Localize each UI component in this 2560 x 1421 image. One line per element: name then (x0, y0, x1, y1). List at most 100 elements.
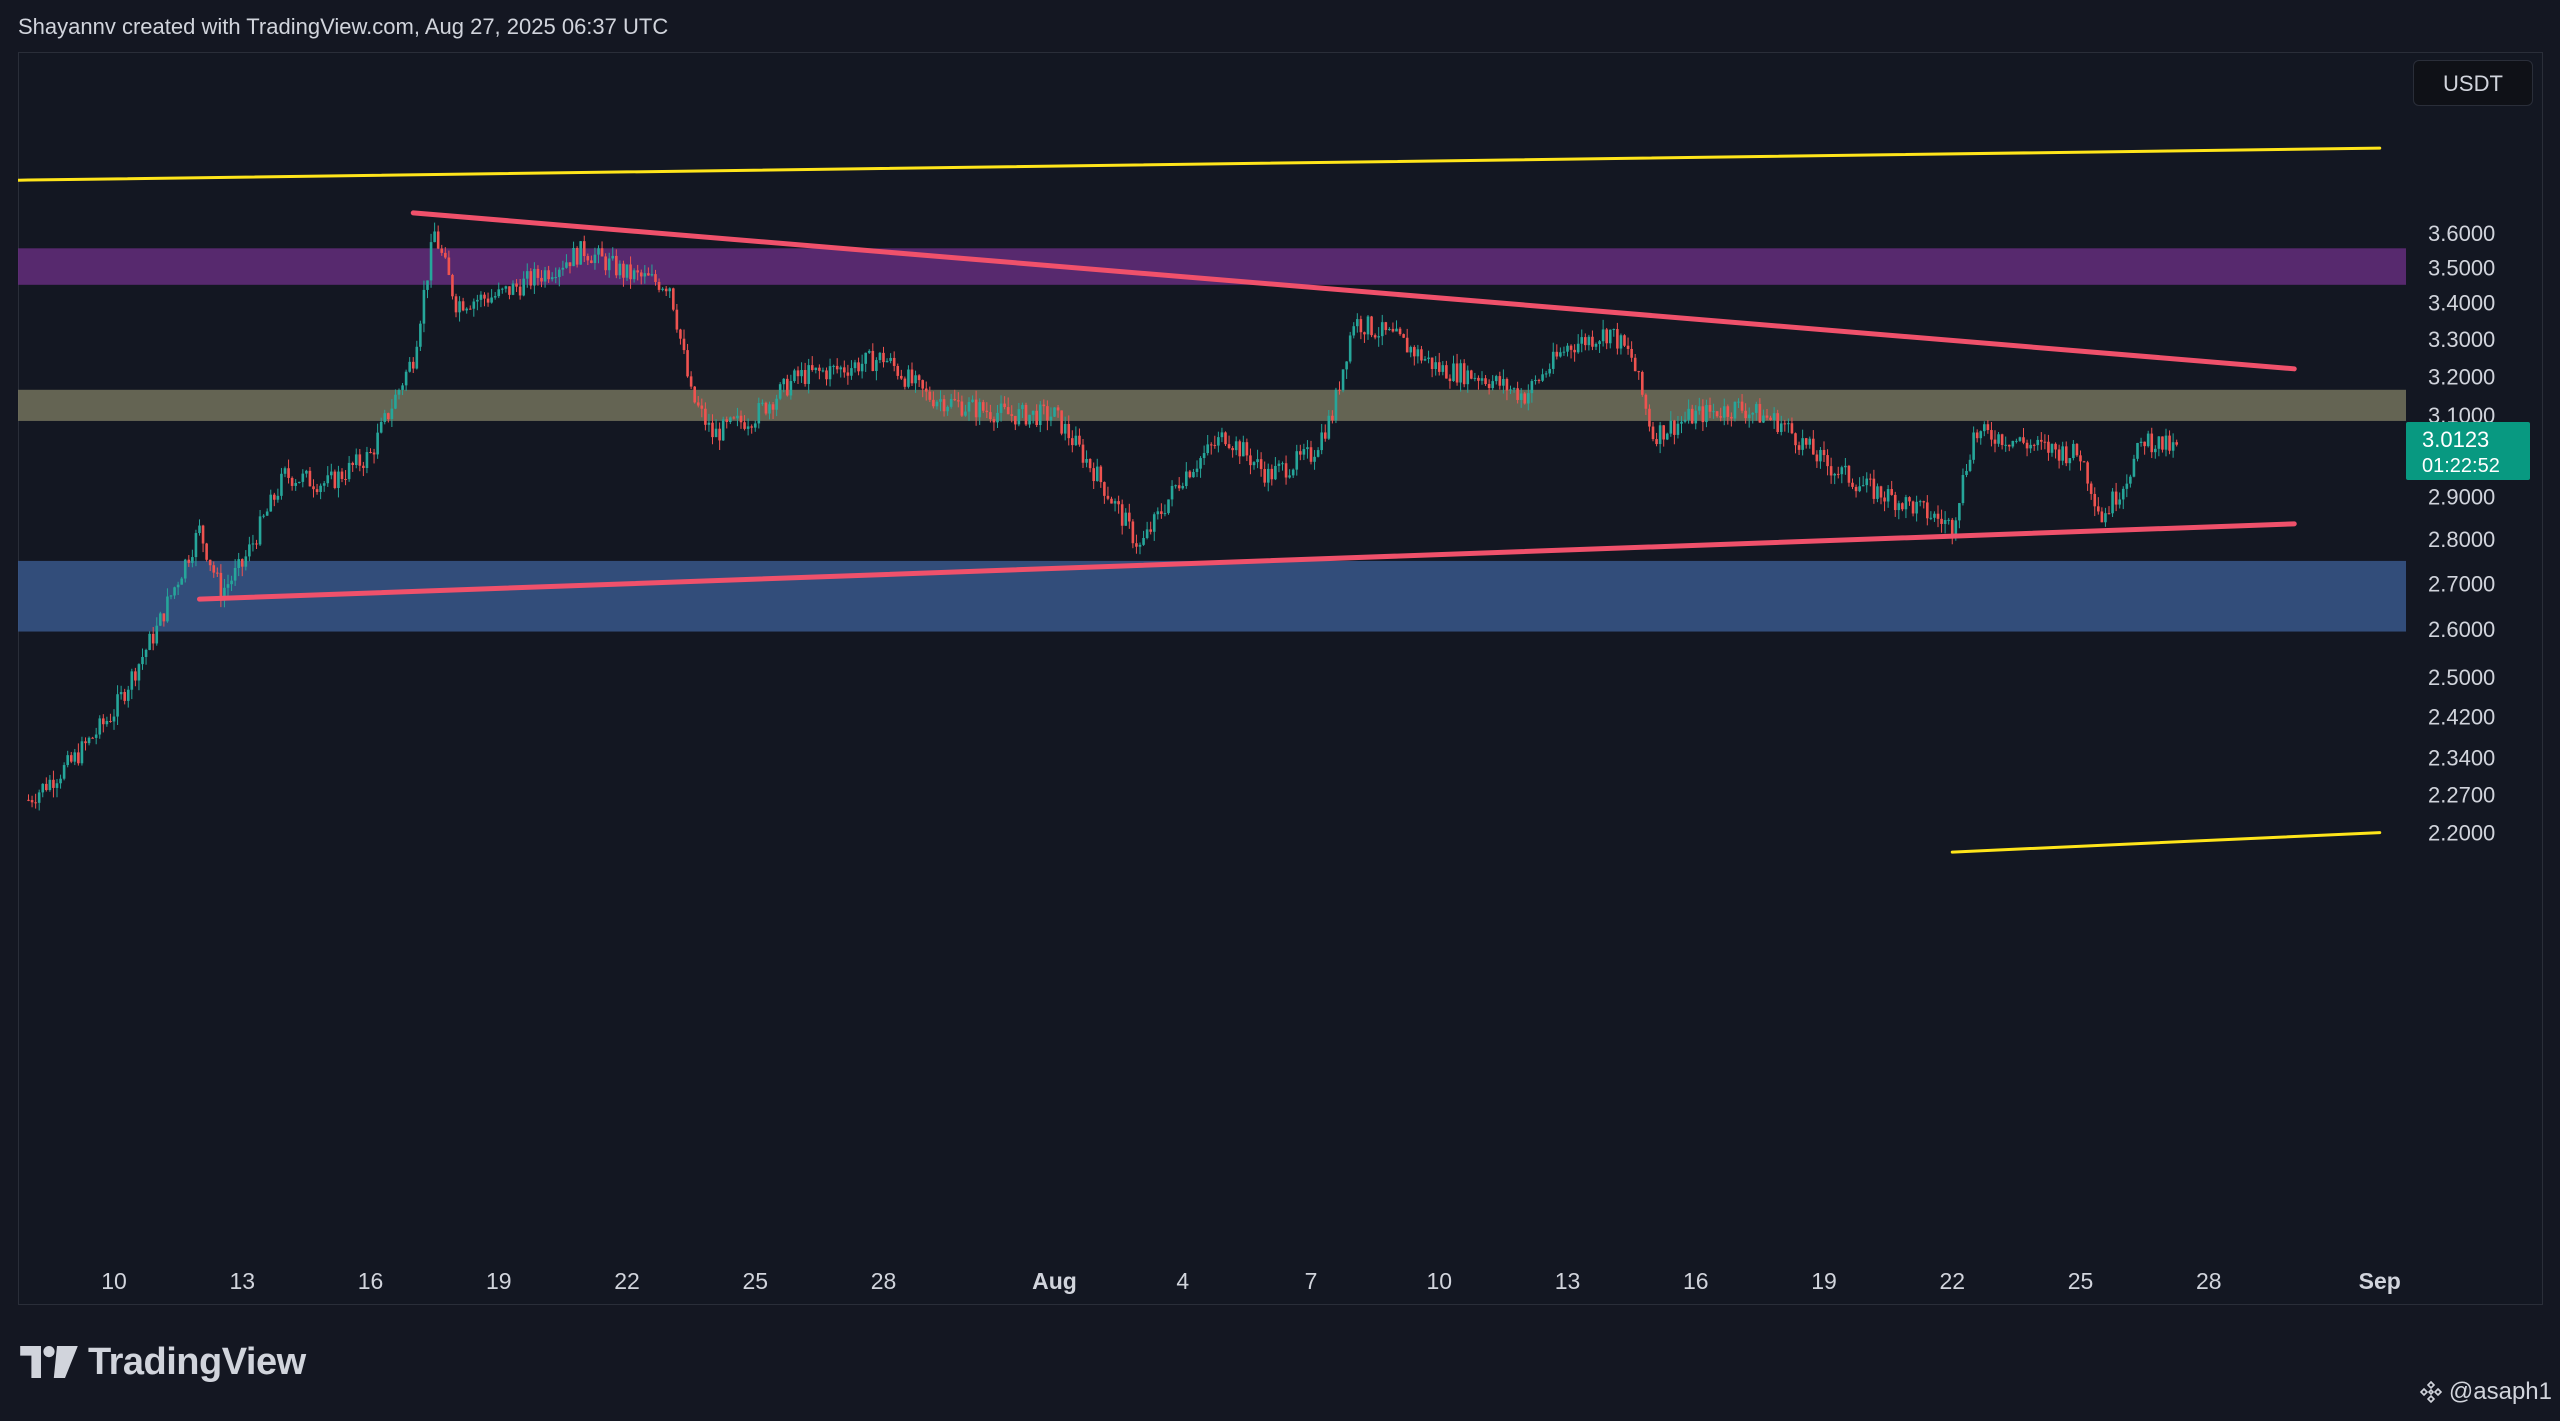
candle-body (1673, 420, 1676, 435)
candle-body (201, 525, 205, 544)
candle-body (1327, 415, 1331, 439)
candle-body (1056, 407, 1060, 411)
candle-body (999, 403, 1003, 413)
candle-body (572, 247, 575, 267)
candle-body (1423, 359, 1427, 361)
x-tick-label: 16 (358, 1268, 384, 1294)
candle-body (1295, 451, 1299, 470)
candle-body (34, 802, 37, 804)
candle-body (1722, 406, 1726, 418)
candle-body (764, 402, 768, 414)
currency-selector[interactable]: USDT (2413, 60, 2533, 106)
x-tick-label: 7 (1305, 1268, 1318, 1294)
candle-body (2168, 435, 2171, 451)
candle-body (1886, 489, 1890, 502)
candle-body (387, 413, 390, 420)
candle-body (1067, 423, 1071, 439)
candle-body (283, 468, 287, 474)
candle-body (401, 385, 404, 390)
candle-body (1658, 425, 1662, 445)
candle-body (390, 408, 394, 420)
candle-body (173, 587, 176, 596)
candle-body (1021, 404, 1024, 410)
candle-body (347, 462, 351, 480)
candle-body (1591, 336, 1594, 347)
candle-body (1470, 370, 1473, 379)
candle-body (1772, 413, 1776, 420)
candle-body (543, 270, 547, 282)
candle-body (1370, 316, 1373, 336)
candle-body (1776, 413, 1779, 432)
candle-body (1413, 347, 1416, 357)
candle-body (2007, 444, 2011, 447)
x-tick-label: 25 (2068, 1268, 2094, 1294)
candle-body (1213, 444, 1217, 446)
candle-body (1487, 384, 1491, 389)
candle-body (230, 580, 233, 585)
candle-body (1430, 357, 1434, 370)
candle-body (1160, 511, 1163, 514)
candle-body (932, 399, 935, 407)
candle-body (169, 595, 173, 597)
candlestick-chart[interactable]: 3.60003.50003.40003.30003.20003.10002.90… (18, 52, 2543, 1305)
candle-body (1206, 444, 1209, 454)
candle-body (1274, 465, 1277, 480)
candle-body (2025, 442, 2029, 449)
candle-body (2154, 448, 2157, 453)
candle-body (910, 369, 914, 384)
candle-body (1876, 486, 1879, 499)
x-tick-label: 25 (742, 1268, 768, 1294)
candle-body (52, 779, 55, 788)
candle-body (290, 477, 294, 486)
candle-body (1505, 378, 1509, 391)
candle-body (1209, 444, 1213, 446)
candle-body (1088, 458, 1092, 469)
candle-body (1680, 421, 1683, 424)
x-tick-label: 28 (871, 1268, 897, 1294)
candle-body (1869, 478, 1872, 480)
x-tick-label: 13 (1555, 1268, 1581, 1294)
candle-body (1331, 415, 1334, 421)
candle-body (971, 399, 974, 403)
candle-body (1117, 501, 1120, 505)
candle-body (1516, 388, 1519, 400)
candle-body (721, 419, 725, 441)
candle-body (2157, 436, 2161, 449)
candle-body (258, 516, 262, 545)
candle-body (1972, 432, 1975, 460)
candle-body (1071, 438, 1074, 446)
watermark-text: @asaph1 (2448, 1378, 2552, 1405)
candle-body (276, 495, 280, 500)
candle-body (2029, 444, 2032, 449)
zone-demand (18, 560, 2406, 632)
candle-body (1170, 485, 1174, 500)
candle-body (1380, 322, 1384, 337)
candle-body (269, 494, 273, 512)
candle-body (1854, 486, 1858, 492)
candle-body (1758, 404, 1762, 423)
candle-body (351, 462, 354, 466)
candle-body (1926, 502, 1929, 519)
candle-body (1630, 348, 1633, 358)
candle-body (1605, 329, 1608, 344)
candle-body (1338, 389, 1341, 391)
watermark: @asaph1 (2419, 1378, 2552, 1406)
candle-body (835, 365, 839, 370)
candle-body (397, 389, 401, 395)
candle-body (1462, 363, 1466, 385)
candle-body (1373, 335, 1377, 338)
candle-body (1719, 416, 1722, 418)
candle-body (1790, 423, 1794, 434)
candle-body (1477, 377, 1480, 381)
candle-body (1783, 423, 1787, 425)
candle-body (693, 386, 696, 403)
candle-body (1391, 328, 1395, 332)
tradingview-logo[interactable]: TradingView (20, 1340, 306, 1384)
candle-body (1334, 389, 1338, 421)
candle-body (1195, 468, 1199, 472)
candle-body (1655, 439, 1658, 445)
candle-body (1348, 335, 1352, 362)
candle-body (771, 404, 775, 410)
candle-body (850, 368, 853, 376)
candle-body (672, 288, 675, 310)
